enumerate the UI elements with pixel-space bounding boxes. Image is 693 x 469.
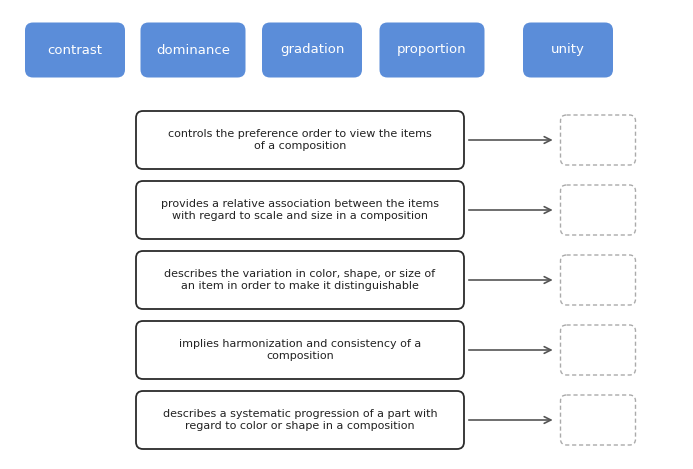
FancyBboxPatch shape bbox=[141, 23, 245, 77]
FancyBboxPatch shape bbox=[25, 23, 125, 77]
FancyBboxPatch shape bbox=[523, 23, 613, 77]
Text: describes a systematic progression of a part with
regard to color or shape in a : describes a systematic progression of a … bbox=[163, 409, 437, 431]
FancyBboxPatch shape bbox=[561, 325, 635, 375]
Text: proportion: proportion bbox=[397, 44, 467, 56]
FancyBboxPatch shape bbox=[262, 23, 362, 77]
Text: implies harmonization and consistency of a
composition: implies harmonization and consistency of… bbox=[179, 339, 421, 361]
Text: unity: unity bbox=[551, 44, 585, 56]
FancyBboxPatch shape bbox=[561, 395, 635, 445]
Text: contrast: contrast bbox=[48, 44, 103, 56]
FancyBboxPatch shape bbox=[380, 23, 484, 77]
Text: gradation: gradation bbox=[280, 44, 344, 56]
Text: describes the variation in color, shape, or size of
an item in order to make it : describes the variation in color, shape,… bbox=[164, 269, 436, 291]
FancyBboxPatch shape bbox=[136, 111, 464, 169]
FancyBboxPatch shape bbox=[561, 255, 635, 305]
FancyBboxPatch shape bbox=[561, 185, 635, 235]
Text: provides a relative association between the items
with regard to scale and size : provides a relative association between … bbox=[161, 199, 439, 221]
FancyBboxPatch shape bbox=[136, 321, 464, 379]
FancyBboxPatch shape bbox=[136, 251, 464, 309]
Text: controls the preference order to view the items
of a composition: controls the preference order to view th… bbox=[168, 129, 432, 151]
FancyBboxPatch shape bbox=[136, 181, 464, 239]
FancyBboxPatch shape bbox=[561, 115, 635, 165]
FancyBboxPatch shape bbox=[136, 391, 464, 449]
Text: dominance: dominance bbox=[156, 44, 230, 56]
